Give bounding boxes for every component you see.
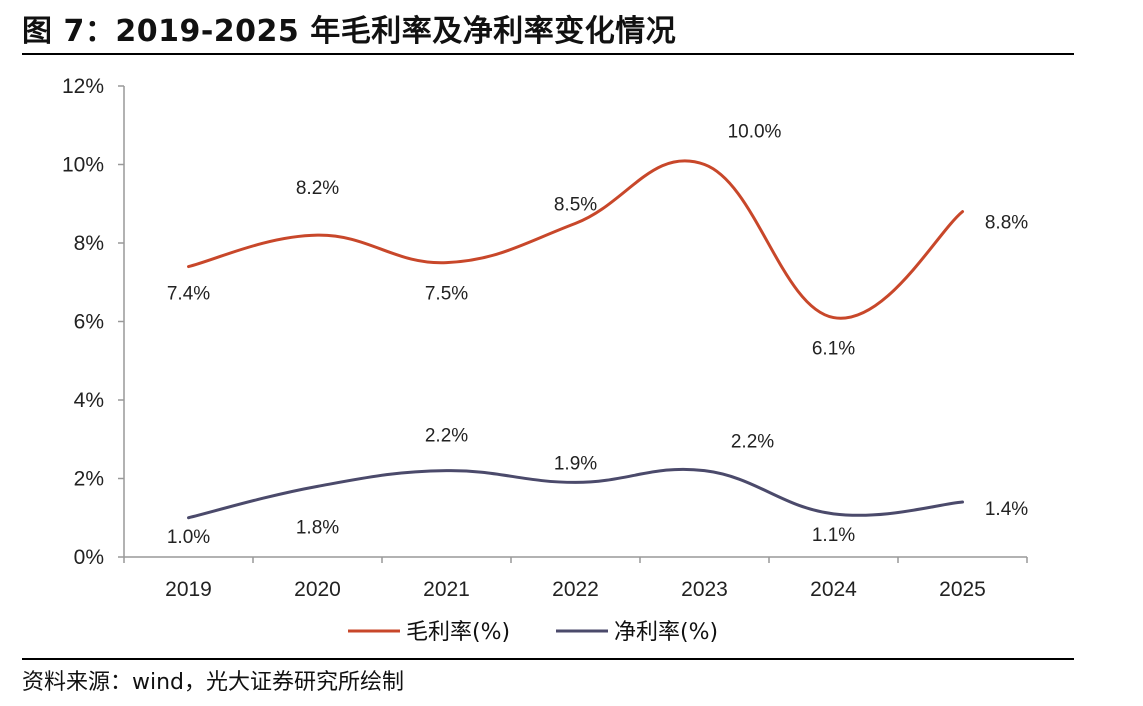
y-tick-label: 10% — [62, 154, 104, 177]
y-tick-label: 8% — [74, 232, 104, 255]
legend-label: 毛利率(%) — [406, 620, 510, 645]
x-tick-label: 2019 — [165, 578, 212, 601]
y-ticks: 0% 2% 4% 6% 8% 10% 12% — [62, 75, 124, 569]
data-label: 8.2% — [296, 178, 339, 199]
data-label: 1.0% — [167, 527, 210, 548]
data-label: 2.2% — [731, 432, 774, 453]
legend: 毛利率(%) 净利率(%) — [348, 620, 718, 645]
y-tick-label: 2% — [74, 468, 104, 491]
y-tick-label: 0% — [74, 546, 104, 569]
data-label: 10.0% — [728, 122, 782, 143]
data-label: 8.5% — [554, 194, 597, 215]
series-line-1 — [187, 159, 964, 320]
x-ticks: 2019 2020 2021 2022 2023 2024 2025 — [123, 557, 1028, 601]
data-label: 1.4% — [985, 499, 1028, 520]
data-label: 7.5% — [425, 284, 468, 305]
x-tick-label: 2023 — [681, 578, 728, 601]
source-rule — [22, 658, 1074, 660]
data-label: 2.2% — [425, 426, 468, 447]
series-line-2 — [187, 467, 964, 520]
data-label: 6.1% — [812, 339, 855, 360]
y-tick-label: 6% — [74, 311, 104, 334]
data-label: 1.1% — [812, 525, 855, 546]
x-tick-label: 2022 — [552, 578, 599, 601]
source-note: 资料来源：wind，光大证券研究所绘制 — [22, 670, 405, 695]
x-tick-label: 2021 — [423, 578, 470, 601]
x-tick-label: 2025 — [939, 578, 986, 601]
data-labels: 7.4% 8.2% 7.5% 8.5% 10.0% 6.1% 8.8% 1.0% 1.8% 2.2… — [167, 122, 1028, 548]
legend-label: 净利率(%) — [614, 620, 718, 645]
x-tick-label: 2024 — [810, 578, 857, 601]
axes — [123, 86, 1027, 558]
y-tick-label: 4% — [74, 389, 104, 412]
title-rule — [22, 53, 1074, 55]
y-tick-label: 12% — [62, 75, 104, 98]
x-tick-label: 2020 — [294, 578, 341, 601]
figure-title: 图 7：2019-2025 年毛利率及净利率变化情况 — [22, 14, 677, 49]
data-label: 1.9% — [554, 453, 597, 474]
series-lines — [187, 159, 964, 520]
data-label: 7.4% — [167, 284, 210, 305]
data-label: 8.8% — [985, 213, 1028, 234]
data-label: 1.8% — [296, 517, 339, 538]
